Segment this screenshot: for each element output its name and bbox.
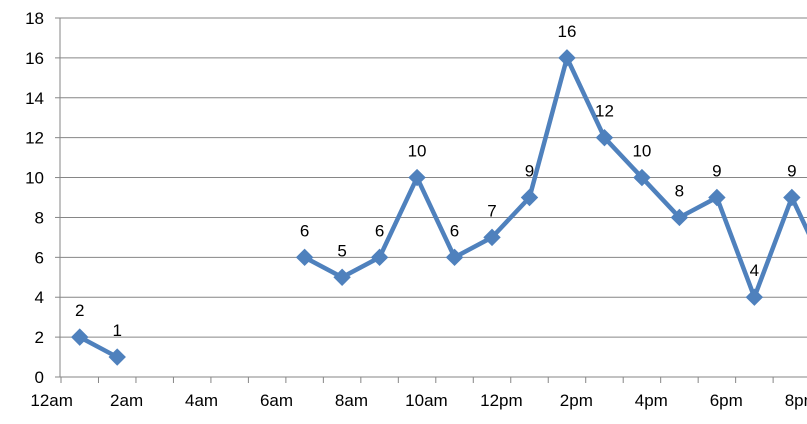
data-label: 10 — [408, 142, 427, 161]
data-label: 16 — [558, 22, 577, 41]
data-label: 6 — [300, 221, 309, 240]
x-tick-label: 12am — [30, 391, 73, 410]
data-label: 4 — [750, 261, 759, 280]
data-point-marker — [108, 348, 126, 366]
y-tick-labels: 0 2 4 6 8 10 12 14 16 18 — [25, 9, 44, 387]
data-label: 7 — [487, 201, 496, 220]
x-tick-label: 8pm — [785, 391, 807, 410]
data-label: 10 — [632, 142, 651, 161]
series-line-segment — [303, 55, 807, 300]
data-label: 6 — [375, 221, 384, 240]
x-tick-label: 4pm — [635, 391, 668, 410]
y-tick-label: 2 — [35, 328, 44, 347]
data-point-marker — [71, 328, 89, 346]
data-label: 8 — [675, 181, 684, 200]
x-tick-label: 2am — [110, 391, 143, 410]
data-label: 9 — [525, 162, 534, 181]
data-point-marker — [670, 208, 689, 227]
data-label: 6 — [450, 221, 459, 240]
data-point-marker — [595, 128, 614, 147]
x-tick-label: 4am — [185, 391, 218, 410]
y-tick-label: 18 — [25, 9, 44, 28]
data-point-marker — [445, 248, 464, 267]
data-point-marker — [520, 188, 539, 207]
data-point-marker — [483, 228, 501, 247]
x-tick-label: 12pm — [480, 391, 523, 410]
data-point-marker — [708, 188, 726, 207]
y-tick-label: 12 — [25, 129, 44, 148]
data-point-marker — [745, 288, 764, 306]
series-line — [78, 55, 807, 360]
y-tick-label: 16 — [25, 49, 44, 68]
y-tick-label: 8 — [35, 208, 44, 227]
data-label: 9 — [787, 162, 796, 181]
x-tick-label: 8am — [335, 391, 368, 410]
y-tick-label: 10 — [25, 169, 44, 188]
x-tick-label: 6am — [260, 391, 293, 410]
series-line-segment — [78, 335, 119, 360]
x-tick-label: 6pm — [710, 391, 743, 410]
data-labels: 216561067916121089495411 — [75, 22, 797, 340]
y-tick-label: 0 — [35, 368, 44, 387]
y-tick-label: 6 — [35, 248, 44, 267]
y-tick-label: 14 — [25, 89, 44, 108]
axes — [55, 17, 807, 383]
data-markers — [71, 49, 801, 366]
data-label: 2 — [75, 301, 84, 320]
x-tick-label: 10am — [405, 391, 448, 410]
data-point-marker — [408, 168, 426, 187]
y-tick-label: 4 — [35, 288, 44, 307]
data-point-marker — [370, 248, 389, 267]
data-label: 5 — [337, 241, 346, 260]
x-tick-label: 2pm — [560, 391, 593, 410]
data-label: 1 — [112, 321, 121, 340]
data-point-marker — [333, 268, 351, 286]
data-point-marker — [783, 188, 801, 207]
x-tick-labels: 12am2am4am6am8am10am12pm2pm4pm6pm8pm10pm — [30, 391, 807, 410]
data-point-marker — [295, 248, 314, 267]
data-point-marker — [633, 168, 651, 187]
grid-lines — [60, 17, 807, 338]
data-label: 9 — [712, 162, 721, 181]
data-point-marker — [558, 49, 576, 67]
data-label: 12 — [595, 102, 614, 121]
